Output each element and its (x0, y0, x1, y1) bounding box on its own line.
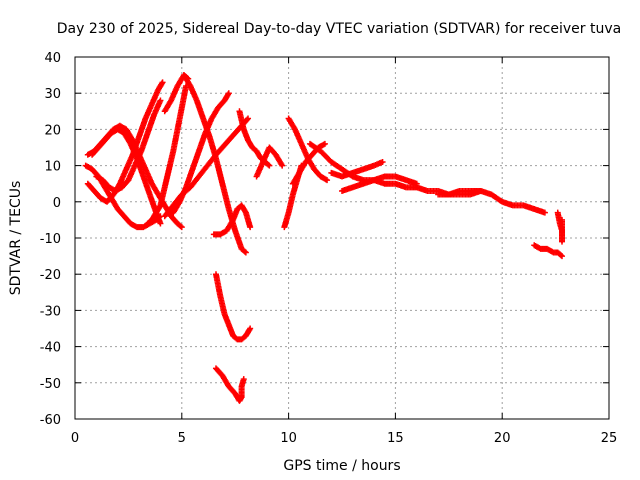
data-point (225, 90, 232, 97)
data-point (413, 180, 420, 187)
data-point (240, 376, 247, 383)
y-axis: -60 -50 -40 -30 -20 -10 0 10 20 30 40 (40, 51, 609, 428)
x-axis-label: GPS time / hours (283, 458, 400, 474)
series-arc-10 (170, 90, 232, 216)
data-series (82, 72, 566, 404)
grid-lines (75, 57, 609, 419)
x-tick-label: 5 (178, 431, 186, 446)
series-arc-5 (93, 97, 164, 194)
series-arc-13 (212, 365, 247, 404)
x-tick-label: 0 (71, 431, 79, 446)
data-point (324, 177, 331, 184)
y-tick-label: -40 (40, 341, 61, 356)
data-point (247, 325, 254, 332)
series-arc-9 (180, 72, 249, 256)
series-arc-22 (435, 187, 548, 216)
data-point (178, 224, 185, 231)
x-axis: 0 5 10 15 20 25 (71, 57, 617, 446)
data-point (266, 162, 273, 169)
y-tick-label: 10 (44, 160, 61, 175)
data-point (265, 161, 272, 168)
y-tick-label: 30 (44, 87, 61, 102)
series-arc-21 (339, 173, 420, 194)
data-point (321, 140, 328, 147)
data-point (159, 79, 166, 86)
data-point (157, 97, 164, 104)
y-tick-label: -20 (40, 268, 61, 283)
series-arc-15 (253, 144, 286, 180)
series-arc-24 (554, 209, 566, 245)
y-tick-label: 0 (53, 196, 61, 211)
y-tick-label: -50 (40, 377, 61, 392)
series-arc-11 (210, 202, 254, 238)
series-arc-17 (285, 115, 331, 184)
data-point (279, 162, 286, 169)
data-point (247, 224, 254, 231)
y-tick-label: 20 (44, 123, 61, 138)
data-point (557, 252, 564, 259)
series-arc-6 (144, 82, 190, 227)
series-arc-4 (89, 126, 164, 227)
series-arc-20 (328, 158, 386, 180)
data-point (244, 116, 251, 123)
y-tick-label: -60 (40, 413, 61, 428)
chart-title: Day 230 of 2025, Sidereal Day-to-day VTE… (57, 21, 621, 37)
x-tick-label: 25 (601, 431, 618, 446)
data-point (177, 223, 184, 230)
data-point (379, 158, 386, 165)
y-tick-label: 40 (44, 51, 61, 66)
data-point (559, 216, 566, 223)
y-tick-label: -10 (40, 232, 61, 247)
data-point (242, 249, 249, 256)
series-arc-12 (212, 271, 254, 343)
y-tick-label: -30 (40, 304, 61, 319)
x-tick-label: 10 (280, 431, 297, 446)
x-tick-label: 15 (387, 431, 404, 446)
series-arc-23 (531, 242, 566, 260)
data-point (559, 253, 566, 260)
data-point (541, 209, 548, 216)
data-point (241, 248, 248, 255)
data-point (245, 115, 252, 122)
x-tick-label: 20 (494, 431, 511, 446)
y-axis-label: SDTVAR / TECUs (8, 181, 24, 296)
data-point (157, 220, 164, 227)
